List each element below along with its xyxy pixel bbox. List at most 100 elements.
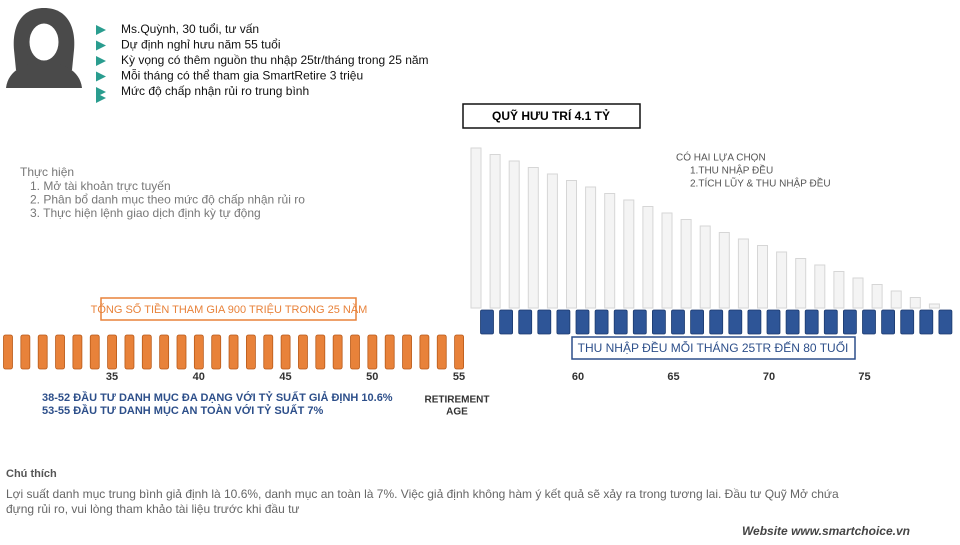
- income-bar: [843, 309, 857, 335]
- contribution-bar: [367, 334, 378, 370]
- contribution-bar: [436, 334, 447, 370]
- income-bar: [747, 309, 762, 335]
- fund-bar: [642, 206, 654, 309]
- contribution-bar: [55, 334, 65, 370]
- fund-bar: [871, 284, 883, 309]
- fund-bar: [909, 297, 921, 309]
- age-axis: 35 40 45 50 55 60 65 70 75: [106, 371, 871, 383]
- income-bar: [938, 309, 953, 335]
- fund-bar: [585, 186, 597, 309]
- fund-bar: [890, 290, 902, 309]
- income-bar: [556, 309, 571, 335]
- strategy-line: 53-55 ĐẦU TƯ DANH MỤC AN TOÀN VỚI TỶ SUẤ…: [42, 404, 324, 417]
- fund-bar: [833, 271, 845, 309]
- fund-label: QUỸ HƯU TRÍ 4.1 TỶ: [492, 108, 610, 123]
- income-bar: [823, 309, 838, 335]
- income-bar: [671, 309, 685, 335]
- income-bar: [881, 309, 895, 335]
- contribution-bar: [211, 334, 222, 370]
- bars: [3, 147, 953, 370]
- fund-bar: [814, 264, 826, 309]
- fund-bar: [489, 154, 501, 309]
- bullet-icon: [96, 71, 106, 82]
- income-bar: [728, 309, 743, 335]
- retirement-label: RETIREMENT: [425, 395, 490, 406]
- contribution-bar: [263, 334, 274, 370]
- income-bar: [575, 309, 590, 335]
- fund-bar: [604, 193, 616, 309]
- contribution-box: [100, 297, 357, 321]
- retirement-label: AGE: [446, 407, 468, 418]
- contribution-bar: [37, 334, 48, 370]
- bullet-icon: [96, 93, 106, 103]
- income-bar: [537, 309, 552, 335]
- income-bar: [518, 309, 533, 335]
- contribution-bar: [298, 334, 308, 370]
- contribution-bar: [419, 334, 430, 370]
- income-bar: [690, 309, 704, 335]
- age-label: 60: [572, 371, 584, 383]
- age-label: 50: [366, 371, 378, 383]
- fund-bar: [776, 251, 788, 309]
- income-bar: [804, 309, 819, 335]
- note-line: đựng rủi ro, vui lòng tham khảo tài liệu…: [6, 502, 299, 516]
- strategy-line: 38-52 ĐẦU TƯ DANH MỤC ĐA DẠNG VỚI TỶ SUẤ…: [42, 391, 393, 404]
- contribution-bar: [402, 334, 412, 370]
- income-bar: [919, 309, 934, 335]
- profile-item: Ms.Quỳnh, 30 tuổi, tư vấn: [121, 22, 259, 36]
- contribution-bar: [20, 334, 31, 370]
- fund-bar: [852, 277, 864, 309]
- fund-bar: [737, 238, 749, 309]
- contribution-bar: [332, 334, 343, 370]
- note-text: Lợi suất danh mục trung bình giả định là…: [6, 487, 839, 516]
- contribution-bar: [228, 334, 239, 370]
- age-label: 45: [279, 371, 291, 383]
- contribution-bar: [315, 334, 326, 370]
- step-item: 3. Thực hiện lệnh giao dịch định kỳ tự đ…: [30, 206, 261, 220]
- profile-item: Mức độ chấp nhận rủi ro trung bình: [121, 84, 309, 98]
- option-item: 1.THU NHẬP ĐỀU: [690, 164, 773, 177]
- profile-item: Dự định nghỉ hưu năm 55 tuổi: [121, 38, 281, 52]
- fund-box: [462, 103, 641, 129]
- fund-bar: [623, 199, 635, 309]
- income-bar: [652, 309, 666, 335]
- bullet-icon: [96, 40, 106, 51]
- income-bar: [480, 309, 494, 335]
- contribution-bar: [454, 334, 465, 370]
- contribution-bar: [107, 334, 117, 370]
- age-label: 55: [453, 371, 465, 383]
- fund-bar: [718, 232, 730, 309]
- income-label: THU NHẬP ĐỀU MỖI THÁNG 25TR ĐẾN 80 TUỔI: [578, 340, 849, 355]
- income-bar: [499, 309, 514, 335]
- age-label: 70: [763, 371, 775, 383]
- fund-bar: [470, 147, 482, 309]
- options-title: CÓ HAI LỰA CHỌN: [676, 151, 766, 164]
- profile-item: Kỳ vọng có thêm nguồn thu nhập 25tr/thán…: [121, 53, 429, 67]
- option-item: 2.TÍCH LŨY & THU NHẬP ĐỀU: [690, 177, 831, 190]
- contribution-bar: [350, 334, 360, 370]
- contribution-bar: [384, 334, 395, 370]
- bullet-icon: [96, 25, 106, 35]
- fund-bar: [680, 219, 692, 309]
- age-label: 75: [858, 371, 870, 383]
- fund-bar: [527, 167, 539, 309]
- contribution-bar: [280, 334, 291, 370]
- fund-bar: [699, 225, 711, 309]
- fund-bar: [795, 258, 807, 309]
- step-item: 1. Mở tài khoản trực tuyến: [30, 179, 171, 193]
- age-label: 35: [106, 371, 118, 383]
- fund-bar: [566, 180, 577, 309]
- contribution-bar: [72, 334, 83, 370]
- contribution-bar: [159, 334, 170, 370]
- age-label: 40: [193, 371, 205, 383]
- contribution-bar: [245, 334, 256, 370]
- profile-list: Ms.Quỳnh, 30 tuổi, tư vấn Dự định nghỉ hư…: [96, 22, 429, 103]
- contribution-bar: [3, 334, 13, 370]
- age-label: 65: [667, 371, 679, 383]
- fund-bar: [928, 303, 940, 309]
- profile-item: Mỗi tháng có thể tham gia SmartRetire 3 …: [121, 68, 363, 83]
- contribution-bar: [89, 334, 100, 370]
